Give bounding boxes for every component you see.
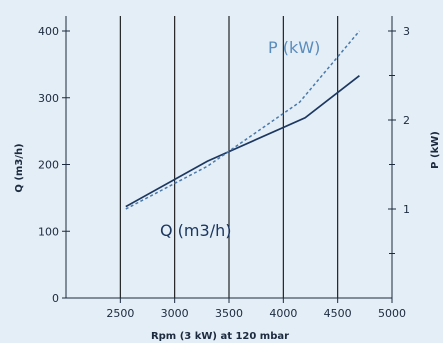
annotation-q-m3h: Q (m3/h)	[160, 221, 231, 240]
series-line-0	[125, 75, 360, 208]
y-tick-label-0: 0	[52, 292, 59, 305]
x-tick-label-3000: 3000	[161, 307, 189, 320]
x-tick-label-5000: 5000	[378, 307, 406, 320]
y2-tick-label-1: 1	[403, 203, 410, 216]
y-tick-label-100: 100	[38, 225, 59, 238]
x-tick-label-4500: 4500	[324, 307, 352, 320]
y-axis-title: Q (m3/h)	[14, 143, 25, 192]
axes-layer: 0 100 200 300 400 1 2 3 2500 3000 3500 4000 4500 5000	[38, 16, 410, 320]
x-tick-label-3500: 3500	[215, 307, 243, 320]
grid-layer	[119, 16, 339, 298]
y2-tick-label-2: 2	[403, 114, 410, 127]
y-tick-label-200: 200	[38, 159, 59, 172]
y-tick-label-400: 400	[38, 25, 59, 38]
x-axis-title: Rpm (3 kW) at 120 mbar	[151, 331, 289, 342]
x-tick-label-2500: 2500	[106, 307, 134, 320]
y-tick-label-300: 300	[38, 92, 59, 105]
y2-axis-title: P (kW)	[430, 131, 441, 169]
y2-tick-label-3: 3	[403, 25, 410, 38]
series-layer	[125, 30, 360, 210]
x-tick-label-4000: 4000	[269, 307, 297, 320]
series-line-1	[125, 30, 360, 210]
annotation-p-kw: P (kW)	[268, 38, 320, 57]
